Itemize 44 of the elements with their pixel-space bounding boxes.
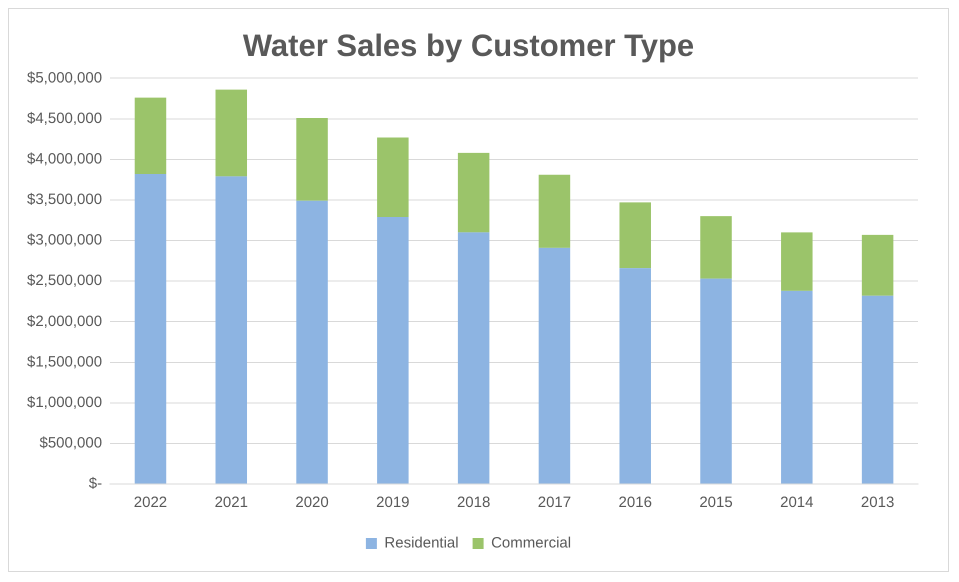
- bar: [781, 290, 813, 484]
- bar: [781, 232, 813, 291]
- legend-label: Commercial: [491, 534, 572, 552]
- x-tick-label: 2014: [780, 494, 814, 512]
- bar: [377, 216, 409, 484]
- x-tick-label: 2013: [860, 494, 894, 512]
- y-tick-label: $4,000,000: [26, 150, 102, 168]
- bar: [296, 118, 328, 201]
- x-tick-label: 2018: [456, 494, 490, 512]
- bar: [216, 176, 248, 484]
- y-tick-label: $500,000: [39, 434, 102, 452]
- bar: [296, 200, 328, 484]
- y-tick-label: $1,500,000: [26, 353, 102, 370]
- bar: [700, 278, 732, 484]
- bar: [134, 98, 166, 174]
- x-tick-label: 2021: [214, 494, 248, 512]
- y-tick-label: $4,500,000: [26, 110, 102, 127]
- y-tick-label: $2,000,000: [26, 312, 102, 330]
- bar: [619, 202, 651, 268]
- bar: [458, 232, 490, 484]
- x-tick-label: 2019: [376, 494, 410, 512]
- bar: [134, 174, 166, 484]
- bar: [700, 216, 732, 279]
- y-tick-label: $2,500,000: [26, 272, 102, 290]
- x-tick-label: 2020: [295, 494, 329, 512]
- bar: [862, 296, 894, 484]
- legend-label: Residential: [384, 534, 459, 552]
- x-tick-label: 2015: [699, 494, 733, 512]
- x-tick-label: 2022: [134, 494, 168, 512]
- bar: [862, 234, 894, 296]
- y-tick-label: $5,000,000: [26, 69, 102, 86]
- chart-title: Water Sales by Customer Type: [242, 28, 694, 64]
- x-tick-label: 2017: [538, 494, 572, 512]
- bar: [538, 248, 570, 484]
- bar: [458, 152, 490, 232]
- bar: [619, 268, 651, 484]
- x-tick-label: 2016: [618, 494, 652, 512]
- bar: [538, 174, 570, 248]
- bar: [216, 90, 248, 176]
- y-tick-label: $3,000,000: [26, 232, 102, 249]
- y-tick-label: $1,000,000: [26, 394, 102, 411]
- bar: [377, 137, 409, 217]
- y-tick-label: $-: [88, 475, 102, 492]
- y-tick-label: $3,500,000: [26, 191, 102, 208]
